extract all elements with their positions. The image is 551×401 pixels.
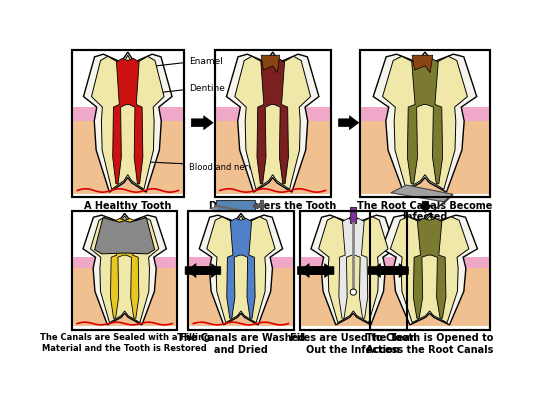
Polygon shape — [113, 59, 143, 184]
Polygon shape — [83, 214, 166, 325]
Polygon shape — [338, 116, 359, 130]
Polygon shape — [407, 59, 442, 184]
Polygon shape — [199, 214, 283, 325]
Bar — [188, 212, 294, 330]
Polygon shape — [187, 264, 221, 278]
Bar — [216, 201, 255, 212]
Bar — [73, 113, 182, 194]
Bar — [360, 51, 490, 198]
Bar — [370, 212, 490, 330]
Polygon shape — [215, 108, 330, 122]
Text: Decay Enters the Tooth: Decay Enters the Tooth — [209, 200, 336, 210]
Bar — [190, 262, 293, 326]
Polygon shape — [95, 218, 155, 254]
Text: The Root Canals Become
Infected: The Root Canals Become Infected — [357, 200, 493, 222]
Polygon shape — [261, 56, 280, 73]
Text: Files are Used to Clean
Out the Infection: Files are Used to Clean Out the Infectio… — [290, 332, 417, 354]
Polygon shape — [90, 217, 159, 323]
Polygon shape — [191, 116, 213, 130]
Polygon shape — [301, 257, 406, 269]
Polygon shape — [185, 264, 221, 278]
Text: Enamel: Enamel — [135, 57, 223, 71]
Polygon shape — [339, 219, 368, 318]
Polygon shape — [373, 53, 477, 192]
Bar — [300, 212, 407, 330]
Polygon shape — [84, 53, 172, 192]
Polygon shape — [298, 264, 334, 278]
Polygon shape — [412, 56, 433, 73]
Polygon shape — [391, 186, 453, 203]
Polygon shape — [311, 214, 396, 325]
Text: Blood and nerve supply: Blood and nerve supply — [135, 160, 289, 172]
Bar — [370, 262, 489, 326]
Polygon shape — [73, 108, 182, 122]
Bar — [72, 212, 177, 330]
Polygon shape — [318, 217, 388, 323]
Polygon shape — [368, 264, 408, 278]
Bar — [72, 51, 183, 198]
Bar — [361, 113, 489, 194]
Polygon shape — [91, 56, 164, 190]
Text: The Tooth is Opened to
Access the Root Canals: The Tooth is Opened to Access the Root C… — [366, 332, 493, 354]
Polygon shape — [413, 219, 446, 318]
Bar — [360, 51, 490, 198]
Bar — [73, 262, 176, 326]
Circle shape — [350, 289, 356, 296]
Polygon shape — [235, 56, 311, 190]
Bar — [301, 262, 406, 326]
Bar — [188, 212, 294, 330]
Text: The Canals are Sealed with a Filling
Material and the Tooth is Restored: The Canals are Sealed with a Filling Mat… — [40, 332, 210, 352]
Polygon shape — [111, 219, 139, 318]
Text: The Canals are Washed
and Dried: The Canals are Washed and Dried — [177, 332, 305, 354]
Polygon shape — [371, 264, 408, 278]
Bar — [72, 51, 183, 198]
Polygon shape — [419, 202, 431, 213]
Polygon shape — [382, 214, 478, 325]
Bar — [214, 51, 331, 198]
Bar — [370, 212, 490, 330]
Bar — [350, 208, 356, 223]
Polygon shape — [257, 59, 288, 184]
Bar — [300, 212, 407, 330]
Polygon shape — [190, 257, 293, 269]
Bar — [215, 113, 330, 194]
Text: A Healthy Tooth: A Healthy Tooth — [84, 200, 171, 210]
Polygon shape — [226, 53, 319, 192]
Bar — [72, 212, 177, 330]
Text: Dentine: Dentine — [143, 83, 225, 97]
Polygon shape — [391, 217, 469, 323]
Polygon shape — [361, 108, 489, 122]
Bar — [214, 51, 331, 198]
Polygon shape — [370, 257, 489, 269]
Polygon shape — [73, 257, 176, 269]
Polygon shape — [207, 217, 275, 323]
Polygon shape — [382, 56, 467, 190]
Polygon shape — [226, 219, 255, 318]
Polygon shape — [300, 264, 334, 278]
Polygon shape — [434, 195, 453, 211]
